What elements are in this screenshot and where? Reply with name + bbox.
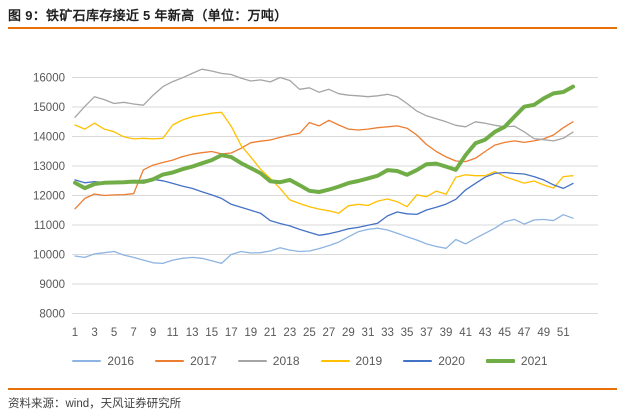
y-tick-15000: 15000: [33, 102, 65, 114]
legend-item-2020: 2020: [403, 354, 465, 368]
legend-item-2021: 2021: [485, 354, 548, 368]
y-tick-12000: 12000: [33, 191, 65, 203]
x-tick-7: 7: [130, 327, 136, 339]
x-tick-43: 43: [479, 327, 492, 339]
legend-label-2020: 2020: [438, 354, 465, 368]
x-tick-39: 39: [440, 327, 453, 339]
legend-item-2017: 2017: [155, 354, 217, 368]
series-line-2016: [74, 214, 574, 265]
y-tick-13000: 13000: [33, 161, 65, 173]
x-tick-13: 13: [186, 327, 199, 339]
legend-label-2016: 2016: [107, 354, 135, 368]
y-axis-labels: 8000 9000 10000 11000 12000 13000 14000 15000 16…: [33, 73, 65, 321]
legend-swatch-2018: [237, 360, 267, 362]
x-tick-49: 49: [537, 327, 550, 339]
x-tick-51: 51: [557, 327, 570, 339]
x-tick-17: 17: [225, 327, 238, 339]
y-tick-9000: 9000: [39, 279, 65, 291]
legend-swatch-2017: [155, 360, 185, 362]
title-accent-rule: [8, 27, 617, 29]
x-tick-19: 19: [244, 327, 257, 339]
series-line-2018: [74, 68, 574, 142]
x-tick-3: 3: [91, 327, 97, 339]
x-tick-29: 29: [342, 327, 355, 339]
y-tick-14000: 14000: [33, 132, 65, 144]
series-lines: [73, 68, 575, 265]
legend-swatch-2019: [320, 360, 350, 362]
y-tick-10000: 10000: [33, 250, 65, 262]
legend-item-2018: 2018: [237, 354, 300, 368]
x-tick-45: 45: [498, 327, 511, 339]
y-tick-8000: 8000: [39, 309, 65, 321]
x-tick-1: 1: [72, 327, 78, 339]
x-tick-9: 9: [150, 327, 156, 339]
series-line-2017: [74, 119, 574, 210]
series-line-2020: [74, 171, 574, 236]
x-tick-41: 41: [459, 327, 472, 339]
legend-item-2016: 2016: [72, 354, 134, 368]
x-tick-15: 15: [205, 327, 218, 339]
x-tick-23: 23: [283, 327, 296, 339]
x-tick-33: 33: [381, 327, 394, 339]
x-tick-35: 35: [401, 327, 414, 339]
footer-accent-rule: [8, 388, 617, 390]
series-line-2021: [73, 84, 575, 194]
legend-label-2017: 2017: [190, 354, 217, 368]
legend-swatch-2016: [72, 360, 102, 362]
legend-swatch-2020: [403, 360, 433, 362]
legend-label-2021: 2021: [520, 354, 548, 368]
legend: 2016 2017 2018 2019 2020 2021: [30, 354, 590, 368]
x-axis-labels: 1 3 5 7 9 11 13 15 17 19 21 23 25 27 29 31 33 35 37 39 41 43 4…: [72, 327, 570, 339]
legend-swatch-2021: [485, 359, 515, 363]
x-tick-47: 47: [518, 327, 531, 339]
x-tick-31: 31: [362, 327, 375, 339]
source-note: 资料来源：wind，天风证券研究所: [8, 398, 182, 410]
x-tick-37: 37: [420, 327, 433, 339]
x-tick-25: 25: [303, 327, 316, 339]
legend-item-2019: 2019: [320, 354, 383, 368]
gridlines: [72, 77, 598, 314]
x-tick-21: 21: [264, 327, 277, 339]
chart-svg: 8000 9000 10000 11000 12000 13000 14000 15000 16…: [33, 68, 598, 339]
legend-label-2018: 2018: [272, 354, 300, 368]
y-tick-11000: 11000: [34, 220, 65, 232]
figure-title: 图 9：铁矿石库存接近 5 年新高（单位：万吨）: [8, 8, 288, 23]
x-tick-5: 5: [111, 327, 117, 339]
y-tick-16000: 16000: [33, 73, 65, 85]
series-line-2019: [74, 111, 574, 214]
x-tick-11: 11: [167, 327, 179, 339]
legend-label-2019: 2019: [355, 354, 383, 368]
x-tick-27: 27: [322, 327, 335, 339]
